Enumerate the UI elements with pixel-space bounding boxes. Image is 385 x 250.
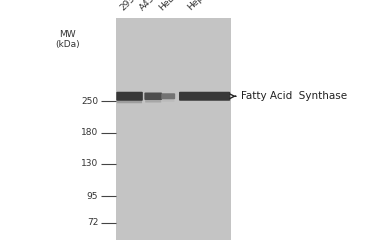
Text: Fatty Acid  Synthase: Fatty Acid Synthase (241, 91, 347, 101)
Text: 72: 72 (87, 218, 98, 227)
Text: A431: A431 (138, 0, 161, 12)
FancyBboxPatch shape (116, 92, 143, 101)
FancyBboxPatch shape (144, 92, 162, 100)
Text: MW
(kDa): MW (kDa) (55, 30, 80, 50)
FancyBboxPatch shape (145, 99, 161, 102)
Text: HeLa: HeLa (157, 0, 180, 12)
Text: 180: 180 (81, 128, 98, 137)
FancyBboxPatch shape (179, 92, 230, 101)
FancyBboxPatch shape (161, 93, 175, 99)
Text: 130: 130 (81, 159, 98, 168)
FancyBboxPatch shape (162, 98, 174, 102)
Text: 95: 95 (87, 192, 98, 201)
FancyBboxPatch shape (117, 100, 142, 103)
Text: 250: 250 (81, 97, 98, 106)
Text: HepG2: HepG2 (186, 0, 214, 12)
Bar (116, 18, 231, 240)
Text: 293T: 293T (119, 0, 141, 12)
